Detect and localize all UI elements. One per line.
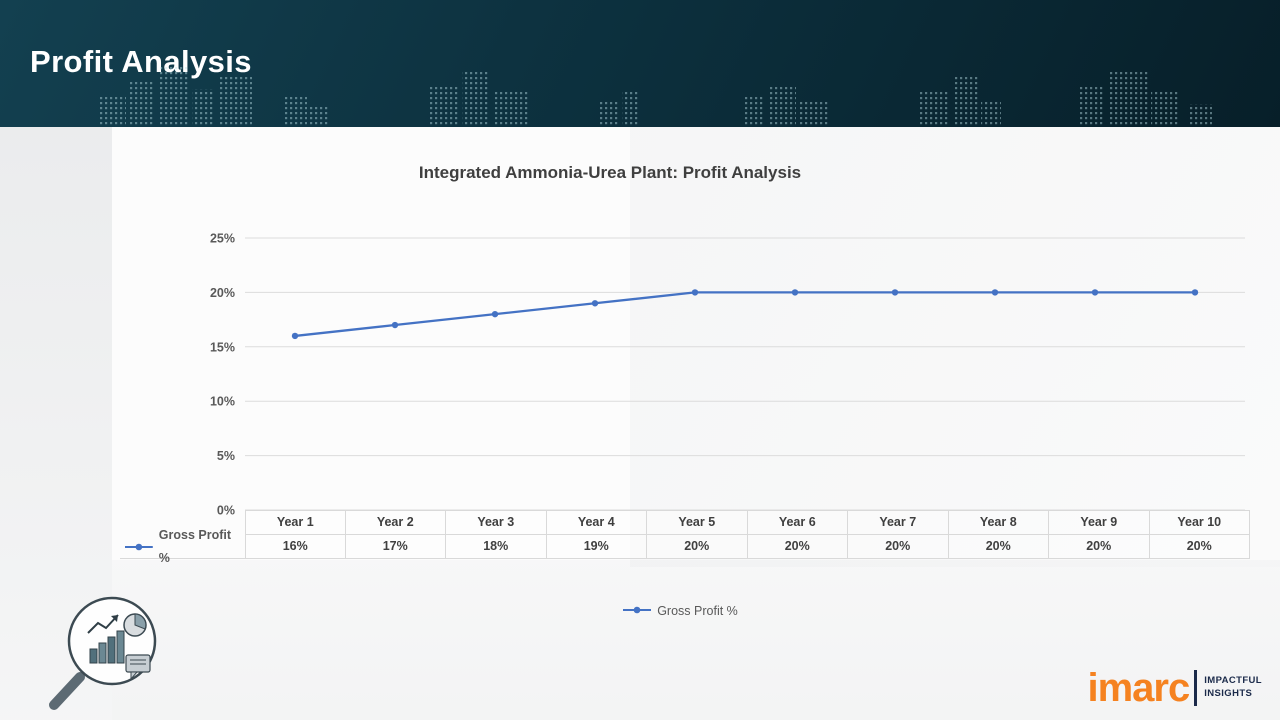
data-point-marker bbox=[891, 289, 899, 296]
y-axis-tick-label: 25% bbox=[210, 232, 235, 246]
chart-magnifier-icon bbox=[49, 596, 157, 710]
data-point-marker bbox=[791, 289, 799, 296]
chart-legend: Gross Profit % bbox=[140, 604, 1220, 618]
value-cell: 16% bbox=[245, 535, 346, 559]
data-point-marker bbox=[1091, 289, 1099, 296]
page-title: Profit Analysis bbox=[30, 44, 252, 79]
year-header-cell: Year 1 bbox=[245, 510, 346, 535]
value-cell: 20% bbox=[1049, 535, 1150, 559]
chart-data-table: Year 1 Year 2 Year 3 Year 4 Year 5 Year 6 Year… bbox=[120, 510, 1250, 565]
data-point-marker bbox=[691, 289, 699, 296]
y-axis-tick-label: 20% bbox=[210, 286, 235, 300]
legend-line-marker bbox=[124, 543, 153, 550]
legend-line-marker bbox=[623, 606, 652, 614]
value-cell: 17% bbox=[345, 535, 446, 559]
year-header-cell: Year 10 bbox=[1149, 510, 1250, 535]
year-header-cell: Year 6 bbox=[747, 510, 848, 535]
city-skyline-graphic bbox=[100, 67, 1212, 127]
value-cell: 20% bbox=[848, 535, 949, 559]
value-cell: 20% bbox=[647, 535, 748, 559]
data-point-marker bbox=[491, 310, 499, 318]
legend-label: Gross Profit % bbox=[657, 604, 738, 618]
series-label-cell: Gross Profit % bbox=[120, 528, 245, 565]
value-cell: 19% bbox=[546, 535, 647, 559]
value-cell: 20% bbox=[1149, 535, 1250, 559]
series-label: Gross Profit % bbox=[158, 527, 232, 565]
year-header-cell: Year 5 bbox=[647, 510, 748, 535]
year-header-cell: Year 4 bbox=[546, 510, 647, 535]
data-point-marker bbox=[291, 332, 299, 340]
y-axis-tick-label: 10% bbox=[210, 395, 235, 409]
data-point-marker bbox=[391, 321, 399, 329]
year-header-cell: Year 8 bbox=[948, 510, 1049, 535]
year-header-cell: Year 2 bbox=[345, 510, 446, 535]
year-header-cell: Year 7 bbox=[848, 510, 949, 535]
imarc-logo-text: imarc bbox=[1087, 666, 1190, 710]
logo-tagline: IMPACTFUL INSIGHTS bbox=[1204, 675, 1262, 699]
year-header-cell: Year 9 bbox=[1049, 510, 1150, 535]
imarc-logo: imarc IMPACTFUL INSIGHTS bbox=[1087, 668, 1262, 708]
data-point-marker bbox=[591, 300, 599, 307]
y-axis-tick-label: 5% bbox=[217, 449, 235, 463]
profit-line-chart: 0% 5% 10% 15% 20% 25% bbox=[200, 226, 1250, 518]
data-point-marker bbox=[991, 289, 999, 296]
y-axis-tick-label: 0% bbox=[217, 504, 235, 518]
year-header-cell: Year 3 bbox=[446, 510, 547, 535]
chart-title: Integrated Ammonia-Urea Plant: Profit An… bbox=[418, 163, 802, 182]
value-cell: 20% bbox=[747, 535, 848, 559]
value-cell: 20% bbox=[948, 535, 1049, 559]
logo-divider bbox=[1194, 670, 1198, 706]
legend-line-marker bbox=[622, 604, 652, 618]
y-axis-tick-label: 15% bbox=[210, 340, 235, 354]
data-point-marker bbox=[1191, 289, 1199, 296]
value-cell: 18% bbox=[446, 535, 547, 559]
header-banner: Profit Analysis bbox=[0, 0, 1280, 127]
